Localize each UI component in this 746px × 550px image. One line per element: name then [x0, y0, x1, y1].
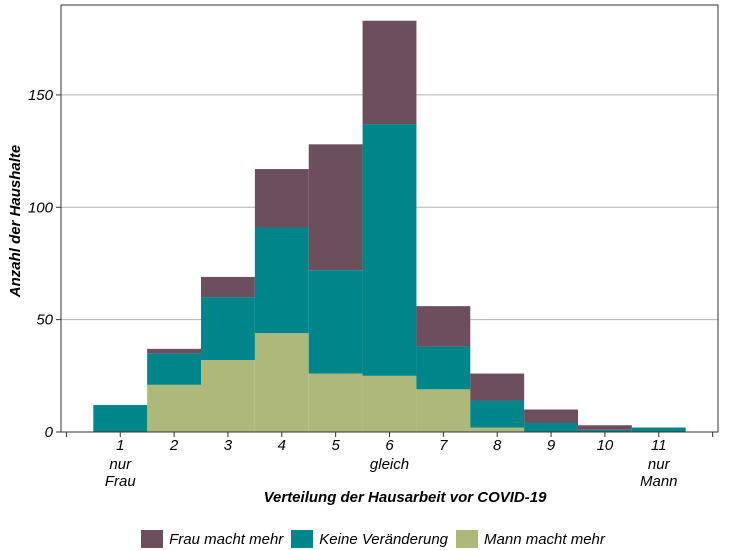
bar-keine-ver-nderung-5	[308, 270, 363, 374]
bar-mann-macht-mehr-4	[254, 333, 309, 432]
bar-frau-macht-mehr-4	[254, 169, 309, 228]
x-axis-title: Verteilung der Hausarbeit vor COVID-19	[264, 489, 548, 506]
x-tick-label-7: 7	[439, 437, 448, 454]
bar-mann-macht-mehr-5	[308, 373, 363, 432]
x-tick-label-2: 2	[169, 437, 179, 454]
x-tick-label-4: 4	[278, 437, 286, 454]
legend-item-mann-macht-mehr: Mann macht mehr	[456, 530, 605, 548]
x-tick-label-11: 11	[651, 437, 667, 454]
bar-mann-macht-mehr-8	[470, 427, 525, 432]
x-sublabel-1-1: nur	[109, 456, 132, 473]
legend-label-keine-ver-nderung: Keine Veränderung	[319, 530, 449, 548]
x-sublabel-11-1: nur	[648, 456, 671, 473]
x-sublabel-1-2: Frau	[105, 473, 137, 490]
x-tick-label-6: 6	[385, 437, 394, 454]
y-tick-label-0: 0	[45, 424, 54, 441]
legend-swatch-mann-macht-mehr	[456, 530, 479, 548]
bar-keine-ver-nderung-1	[93, 405, 148, 432]
legend-label-mann-macht-mehr: Mann macht mehr	[484, 530, 605, 548]
bar-frau-macht-mehr-3	[201, 276, 255, 298]
bar-frau-macht-mehr-5	[308, 144, 363, 271]
bar-frau-macht-mehr-7	[416, 306, 471, 347]
bar-keine-ver-nderung-7	[416, 346, 471, 390]
x-tick-label-8: 8	[493, 437, 502, 454]
x-tick-label-9: 9	[547, 437, 556, 454]
x-sublabel-6-1: gleich	[370, 456, 409, 473]
x-tick-label-10: 10	[597, 437, 614, 454]
bar-keine-ver-nderung-8	[470, 400, 525, 428]
bar-keine-ver-nderung-4	[254, 227, 309, 334]
bar-mann-macht-mehr-2	[147, 384, 202, 432]
y-tick-label-150: 150	[28, 87, 54, 104]
bar-mann-macht-mehr-3	[201, 360, 255, 432]
bar-keine-ver-nderung-10	[577, 429, 632, 432]
bar-keine-ver-nderung-3	[201, 297, 255, 361]
x-tick-label-3: 3	[224, 437, 233, 454]
bar-mann-macht-mehr-6	[362, 375, 417, 432]
bars	[93, 20, 686, 432]
bar-keine-ver-nderung-2	[147, 353, 202, 385]
bar-frau-macht-mehr-6	[362, 20, 417, 125]
legend: Frau macht mehr Keine Veränderung Mann mac…	[0, 528, 746, 550]
y-axis-title: Anzahl der Haushalte	[7, 145, 24, 299]
bar-mann-macht-mehr-7	[416, 389, 471, 432]
legend-label-frau-macht-mehr: Frau macht mehr	[169, 530, 284, 548]
axes	[56, 4, 719, 437]
bar-keine-ver-nderung-11	[631, 427, 686, 432]
y-tick-label-100: 100	[28, 199, 54, 216]
legend-item-keine-ver-nderung: Keine Veränderung	[291, 530, 448, 548]
bar-frau-macht-mehr-2	[147, 348, 202, 354]
x-tick-label-5: 5	[331, 437, 340, 454]
legend-item-frau-macht-mehr: Frau macht mehr	[141, 530, 283, 548]
legend-swatch-keine-ver-nderung	[291, 530, 314, 548]
bar-frau-macht-mehr-10	[577, 425, 632, 430]
plot-panel-border	[60, 4, 719, 433]
bar-keine-ver-nderung-6	[362, 124, 417, 376]
x-sublabel-11-2: Mann	[640, 473, 678, 490]
x-tick-label-1: 1	[116, 437, 124, 454]
bar-frau-macht-mehr-9	[524, 409, 578, 424]
bar-frau-macht-mehr-8	[470, 373, 525, 401]
bar-keine-ver-nderung-9	[524, 423, 578, 432]
y-tick-label-50: 50	[36, 312, 53, 329]
legend-swatch-frau-macht-mehr	[141, 530, 164, 548]
